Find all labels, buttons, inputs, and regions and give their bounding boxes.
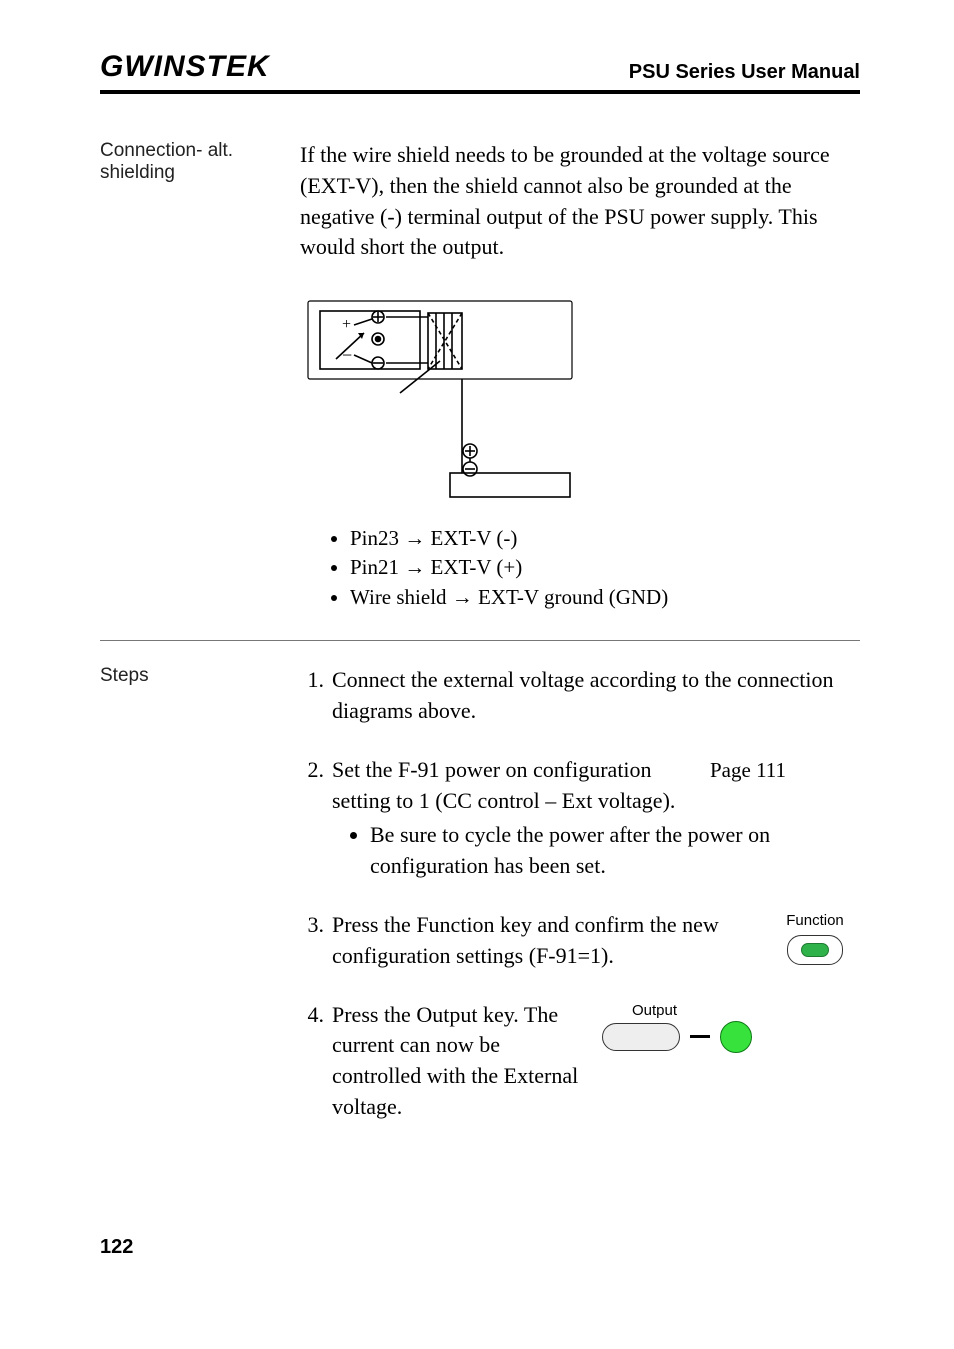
pin-list: Pin23 → EXT-V (-) Pin21 → EXT-V (+) Wire… — [300, 524, 860, 612]
step-item: 3. Press the Function key and confirm th… — [300, 910, 860, 972]
step-number: 3. — [300, 910, 332, 972]
schematic-svg: + − — [300, 293, 580, 503]
step-text: Connect the external voltage according t… — [332, 665, 860, 727]
section-paragraph: If the wire shield needs to be grounded … — [300, 140, 860, 263]
section-alt-shielding: Connection- alt. shielding If the wire s… — [100, 140, 860, 612]
output-key-icon — [602, 1021, 842, 1053]
plus-mark: + — [342, 316, 351, 333]
step-subitem: Be sure to cycle the power after the pow… — [370, 820, 860, 882]
step-item: 2. Set the F-91 power on configuration s… — [300, 755, 860, 882]
page-header: GWINSTEK PSU Series User Manual — [100, 50, 860, 94]
step-number: 4. — [300, 1000, 332, 1123]
function-key-icon — [787, 935, 843, 965]
step-text: Press the Function key and confirm the n… — [332, 910, 750, 972]
section-steps: Steps 1. Connect the external voltage ac… — [100, 665, 860, 1151]
pin-item: Pin23 → EXT-V (-) — [350, 524, 860, 553]
step-text: Set the F-91 power on configuration sett… — [332, 755, 690, 817]
output-key-label: Output — [632, 1000, 842, 1021]
step-item: 1. Connect the external voltage accordin… — [300, 665, 860, 727]
section-divider — [100, 640, 860, 641]
steps-label: Steps — [100, 665, 300, 1151]
step-number: 1. — [300, 665, 332, 727]
wiring-diagram: + − — [300, 293, 860, 512]
doc-title: PSU Series User Manual — [629, 61, 860, 84]
page-reference: Page 111 — [710, 758, 786, 782]
pin-item: Wire shield → EXT-V ground (GND) — [350, 583, 860, 612]
section-label: Connection- alt. shielding — [100, 140, 300, 612]
step-item: 4. Press the Output key. The current can… — [300, 1000, 860, 1123]
pin-item: Pin21 → EXT-V (+) — [350, 553, 860, 582]
step-text: Press the Output key. The current can no… — [332, 1000, 582, 1123]
brand-logo: GWINSTEK — [100, 50, 270, 84]
function-key-label: Function — [770, 910, 860, 931]
page-number: 122 — [100, 1236, 133, 1259]
step-number: 2. — [300, 755, 332, 882]
